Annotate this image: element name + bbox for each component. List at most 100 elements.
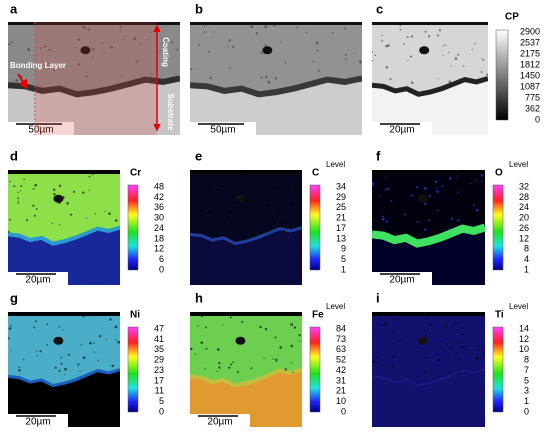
speckle — [46, 344, 48, 346]
interface — [372, 76, 488, 97]
speckle — [103, 51, 106, 54]
speckle — [199, 206, 202, 209]
colorbar-tick-label: 0 — [159, 406, 164, 416]
micrograph — [372, 22, 488, 135]
colorbar-tick-label: 12 — [519, 233, 529, 243]
colorbar-tick-label: 1087 — [520, 81, 540, 91]
speckle — [101, 41, 103, 44]
speckle — [33, 214, 36, 217]
speckle — [299, 340, 301, 342]
speckle — [97, 359, 100, 362]
speckle — [455, 352, 458, 355]
speckle — [298, 334, 301, 337]
pore — [417, 336, 428, 345]
speckle — [373, 219, 375, 221]
speckle — [475, 345, 478, 348]
colorbar-tick-label: 10 — [519, 344, 529, 354]
speckle — [27, 48, 31, 51]
colorbar-tick-label: 5 — [524, 375, 529, 385]
colorbar — [309, 184, 321, 271]
speckle — [205, 191, 208, 194]
speckle — [48, 48, 51, 51]
colorbar — [495, 29, 509, 121]
top-edge — [372, 312, 485, 316]
colorbar-level: Level — [509, 160, 528, 169]
speckle — [32, 188, 35, 190]
colorbar-tick-label: 34 — [336, 181, 346, 191]
speckle — [472, 204, 475, 207]
speckle — [383, 323, 386, 327]
speckle — [176, 48, 179, 51]
interface — [190, 75, 362, 98]
coating — [190, 312, 302, 386]
speckle — [39, 350, 42, 353]
speckle — [458, 372, 461, 375]
micrograph — [8, 22, 180, 135]
speckle — [255, 32, 259, 35]
speckle — [458, 78, 461, 81]
speckle — [447, 51, 450, 54]
speckle — [437, 78, 439, 80]
speckle — [58, 369, 61, 372]
speckle — [407, 59, 409, 61]
speckle — [424, 356, 428, 359]
speckle — [296, 26, 299, 29]
speckle — [228, 366, 231, 369]
speckle — [88, 175, 91, 178]
speckle — [343, 27, 346, 30]
speckle — [406, 36, 409, 39]
micrograph — [8, 170, 120, 285]
colorbar-tick-label: 41 — [154, 334, 164, 344]
colorbar-tick-label: 1450 — [520, 70, 540, 80]
colorbar-tick-label: 21 — [336, 213, 346, 223]
colorbar-level: Level — [509, 302, 528, 311]
speckle — [424, 202, 427, 206]
speckle — [267, 80, 271, 84]
speckle — [8, 43, 11, 46]
speckle — [305, 31, 308, 34]
speckle — [85, 217, 88, 220]
speckle — [82, 356, 86, 360]
speckle — [23, 178, 25, 181]
speckle — [66, 202, 70, 205]
annotation-arrow — [17, 73, 29, 90]
pore — [80, 46, 91, 55]
speckle — [77, 363, 80, 366]
speckle — [62, 195, 65, 198]
interface — [8, 368, 120, 388]
speckle — [290, 344, 294, 348]
speckle — [229, 67, 231, 69]
speckle — [292, 175, 294, 177]
speckle — [416, 221, 419, 224]
speckle — [36, 354, 38, 357]
colorbar-tick-label: 73 — [336, 334, 346, 344]
coating — [8, 170, 120, 244]
speckle — [475, 208, 479, 212]
speckle — [88, 189, 90, 191]
speckle — [476, 357, 479, 360]
colorbar-tick-label: 775 — [525, 92, 540, 102]
speckle — [448, 177, 452, 180]
speckle — [295, 187, 298, 191]
speckle — [415, 186, 419, 189]
speckle — [399, 28, 402, 31]
speckle — [398, 339, 402, 342]
speckle — [203, 189, 206, 192]
top-edge — [190, 22, 362, 25]
top-edge — [190, 170, 302, 174]
speckle — [246, 173, 249, 177]
colorbar-tick-label: 2537 — [520, 37, 540, 47]
micrograph — [190, 170, 302, 285]
speckle — [293, 326, 297, 329]
speckle — [396, 318, 398, 321]
colorbar — [492, 184, 504, 271]
speckle — [480, 70, 483, 73]
speckle — [216, 370, 218, 373]
coating — [372, 170, 485, 244]
colorbar-tick-label: 31 — [336, 375, 346, 385]
colorbar-tick-label: 362 — [525, 103, 540, 113]
speckle — [274, 336, 277, 339]
speckle — [372, 361, 376, 364]
speckle — [35, 207, 38, 210]
